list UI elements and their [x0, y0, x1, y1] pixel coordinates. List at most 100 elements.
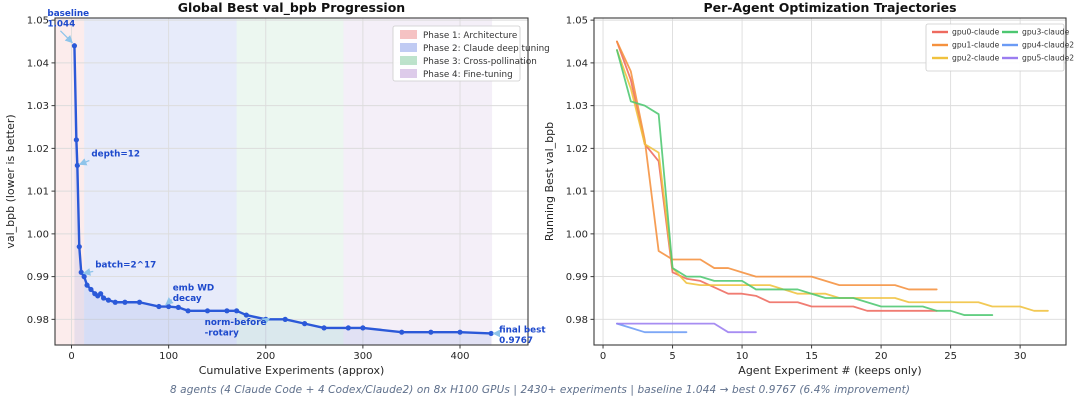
series-gpu5-claude2 — [616, 322, 757, 334]
annotation-emb-wd: emb WD decay — [173, 284, 215, 305]
ytick-label: 1.00 — [566, 229, 588, 240]
marker-global-best-val-bpb — [360, 325, 366, 331]
ytick-label: 1.04 — [27, 58, 49, 69]
fill-under-global-best-val-bpb — [74, 45, 492, 346]
annotation-baseline: baseline 1.044 — [47, 9, 89, 30]
xtick-label: 200 — [256, 351, 275, 362]
ytick-label: 1.01 — [566, 187, 588, 198]
marker-global-best-val-bpb — [224, 308, 230, 314]
marker-global-best-val-bpb — [204, 308, 211, 314]
annotation-depth-12: depth=12 — [91, 149, 140, 159]
annotation-norm-before: norm-before -rotary — [205, 318, 267, 339]
legend-label-phase-1-architecture: Phase 1: Architecture — [423, 31, 517, 41]
xtick-label: 15 — [805, 351, 818, 362]
ytick-label: 1.00 — [27, 229, 49, 240]
figure-caption: 8 agents (4 Claude Code + 4 Codex/Claude… — [169, 384, 911, 396]
marker-global-best-val-bpb — [166, 303, 172, 310]
series-gpu1-claude — [616, 40, 938, 291]
ytick-label: 0.99 — [566, 272, 588, 283]
marker-global-best-val-bpb — [175, 304, 181, 310]
ytick-label: 1.03 — [566, 101, 588, 112]
marker-global-best-val-bpb — [71, 43, 78, 49]
legend-swatch-phase-4-fine-tuning — [400, 69, 417, 78]
legend-swatch-phase-3-cross-pollination — [400, 56, 417, 65]
series-global-best-val-bpb — [73, 44, 493, 335]
xtick-label: 300 — [353, 351, 372, 362]
band-phase-3-cross-pollination — [236, 18, 344, 345]
marker-global-best-val-bpb — [302, 321, 308, 327]
marker-global-best-val-bpb — [81, 274, 87, 280]
legend-swatch-phase-1-architecture — [400, 30, 417, 39]
legend-swatch-phase-2-claude-deep-tuning — [400, 43, 417, 52]
annotation-batch-2-17: batch=2^17 — [95, 260, 156, 270]
ytick-label: 1.05 — [566, 16, 588, 27]
marker-global-best-val-bpb — [88, 286, 94, 293]
legend-label-gpu3-claude: gpu3-claude — [1022, 28, 1070, 37]
annotation-arrow — [78, 158, 90, 166]
plot-border — [593, 17, 1067, 346]
ytick-label: 1.02 — [566, 144, 588, 155]
y-axis-label: Running Best val_bpb — [543, 122, 556, 241]
annotation-arrow — [82, 268, 94, 276]
xtick-label: 10 — [736, 351, 749, 362]
marker-global-best-val-bpb — [156, 303, 162, 310]
band-phase-2-claude-deep-tuning — [84, 18, 237, 345]
xtick-label: 0 — [600, 351, 606, 362]
marker-global-best-val-bpb — [98, 291, 104, 297]
annotation-arrow — [59, 30, 73, 44]
ytick-label: 1.02 — [27, 144, 49, 155]
marker-global-best-val-bpb — [428, 329, 434, 335]
marker-global-best-val-bpb — [282, 316, 288, 322]
ytick-label: 1.01 — [27, 187, 49, 198]
xtick-label: 30 — [1014, 351, 1027, 362]
charts-canvas: 0 100 200 300 4000.980.991.001.011.021.031.0… — [4, 0, 1074, 377]
xtick-label: 20 — [875, 351, 888, 362]
chart-title-per-agent: Per-Agent Optimization Trajectories — [703, 0, 956, 15]
band-phase-1-architecture — [55, 18, 85, 345]
marker-global-best-val-bpb — [84, 282, 90, 288]
marker-global-best-val-bpb — [73, 137, 79, 143]
xtick-label: 25 — [944, 351, 957, 362]
marker-global-best-val-bpb — [321, 325, 327, 331]
chart-title-global-best: Global Best val_bpb Progression — [178, 0, 405, 16]
plot-border — [54, 17, 529, 346]
ytick-label: 0.99 — [27, 272, 49, 283]
annotation-final-best: final best 0.9767 — [499, 325, 546, 346]
marker-global-best-val-bpb — [100, 295, 107, 301]
legend-label-gpu1-claude: gpu1-claude — [952, 41, 1000, 50]
marker-global-best-val-bpb — [457, 329, 463, 335]
marker-global-best-val-bpb — [74, 162, 80, 169]
legend-box — [925, 23, 1065, 72]
marker-global-best-val-bpb — [399, 329, 405, 335]
ytick-label: 0.98 — [566, 315, 588, 326]
marker-global-best-val-bpb — [76, 244, 82, 250]
marker-global-best-val-bpb — [185, 308, 191, 314]
legend-box — [392, 25, 521, 82]
marker-global-best-val-bpb — [105, 297, 112, 303]
marker-global-best-val-bpb — [112, 299, 118, 305]
series-gpu4-claude2 — [616, 322, 688, 334]
legend-label-gpu5-claude2: gpu5-claude2 — [1022, 54, 1074, 63]
x-axis-label: Agent Experiment # (keeps only) — [738, 364, 921, 377]
legend-label-phase-3-cross-pollination: Phase 3: Cross-pollination — [423, 57, 537, 67]
annotation-arrow — [165, 297, 174, 306]
legend-label-phase-2-claude-deep-tuning: Phase 2: Claude deep tuning — [423, 44, 550, 54]
marker-global-best-val-bpb — [234, 308, 240, 314]
series-gpu3-claude — [616, 49, 994, 316]
ytick-label: 0.98 — [27, 315, 49, 326]
marker-global-best-val-bpb — [122, 299, 128, 305]
y-axis-label: val_bpb (lower is better) — [4, 114, 17, 248]
xtick-label: 0 — [68, 351, 74, 362]
marker-global-best-val-bpb — [345, 325, 351, 331]
marker-global-best-val-bpb — [243, 312, 249, 318]
marker-global-best-val-bpb — [488, 330, 494, 337]
xtick-label: 5 — [669, 351, 675, 362]
annotation-arrow — [261, 317, 271, 326]
legend-label-gpu4-claude2: gpu4-claude2 — [1022, 41, 1074, 50]
ytick-label: 1.03 — [27, 101, 49, 112]
chart-global-best: 0 100 200 300 400 0.98 0.99 1.00 1.01 1.02 1.03 1.0… — [4, 0, 550, 377]
legend-label-gpu2-claude: gpu2-claude — [952, 54, 1000, 63]
ytick-label: 1.04 — [566, 58, 588, 69]
legend-label-gpu0-claude: gpu0-claude — [952, 28, 1000, 37]
